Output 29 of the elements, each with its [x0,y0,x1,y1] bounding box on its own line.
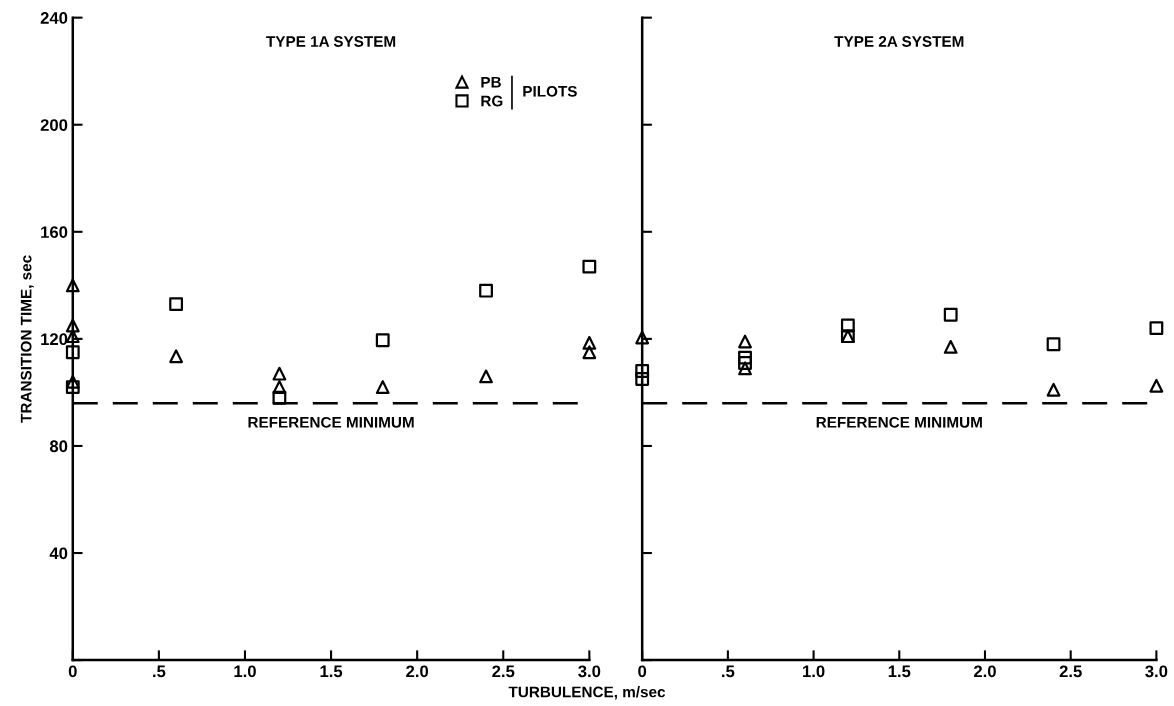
legend-label: PB [481,76,501,88]
x-tick-label: 3.0 [578,665,601,678]
x-tick-label: 2.0 [973,665,996,678]
x-tick-label: 1.5 [888,665,911,678]
x-tick-label: 0 [638,665,647,678]
ref-line-label: REFERENCE MINIMUM [248,416,414,428]
ref-line-label: REFERENCE MINIMUM [816,416,982,428]
x-tick-label: .5 [722,665,735,678]
text: TYPE 2A SYSTEM [834,36,964,47]
x-axis-title: TURBULENCE, m/sec [508,686,666,700]
x-tick-label: 2.5 [492,665,515,678]
legend-label: RG [481,95,503,107]
x-tick-label: 1.0 [803,665,825,678]
x-tick-label: 3.0 [1145,665,1168,678]
y-axis-title: TRANSITION TIME, sec [20,255,34,423]
x-tick-label: 1.5 [320,665,343,678]
y-tick-label: 240 [40,12,68,24]
x-tick-label: 2.0 [406,665,429,678]
x-tick-label: 2.5 [1059,665,1082,678]
legend-title: PILOTS [523,85,577,97]
y-tick-label: 200 [40,119,68,131]
y-tick-label: 40 [49,547,68,560]
text: TYPE 1A SYSTEM [266,36,396,47]
x-tick-label: 1.0 [234,665,256,678]
y-tick-label: 160 [41,226,68,239]
x-tick-label: 0 [68,665,77,678]
x-tick-label: .5 [153,665,166,678]
y-tick-label: 120 [41,333,68,346]
y-tick-label: 80 [49,440,68,453]
